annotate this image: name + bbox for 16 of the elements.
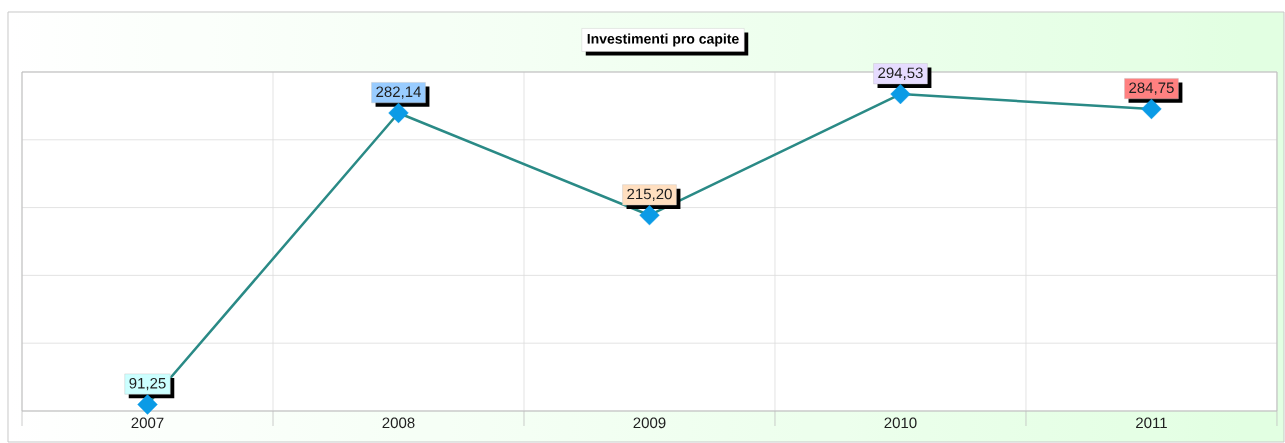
x-tick-label: 2009 [633, 417, 666, 429]
chart-title: Investimenti pro capite [587, 33, 739, 47]
point [1141, 98, 1162, 120]
point [137, 394, 158, 415]
data-label: 294,53 [878, 67, 923, 80]
point [639, 205, 660, 226]
data-label: 282,14 [376, 86, 421, 99]
x-tick-label: 2011 [1136, 417, 1167, 429]
data-label: 91,25 [129, 377, 166, 391]
point [388, 102, 409, 124]
point [890, 83, 911, 105]
x-tick-label: 2007 [131, 417, 164, 429]
data-label: 215,20 [627, 188, 672, 202]
x-tick-label: 2008 [382, 417, 415, 429]
x-tick-label: 2010 [884, 417, 917, 429]
data-label: 284,75 [1129, 82, 1174, 95]
